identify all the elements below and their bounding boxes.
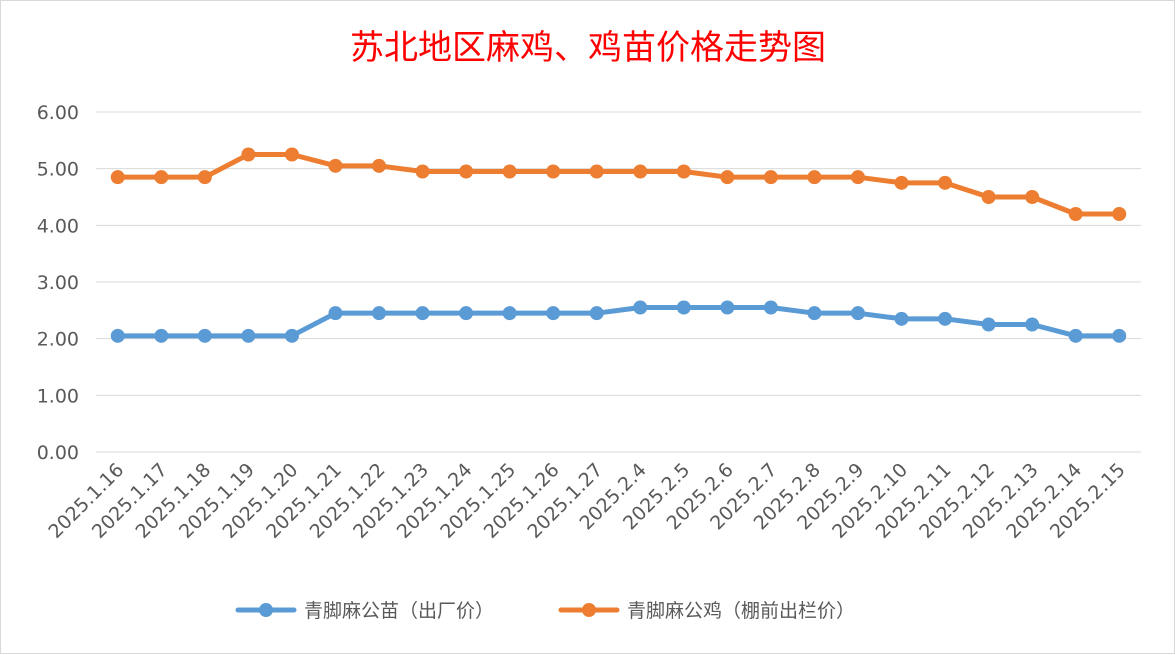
data-point	[850, 306, 865, 321]
data-point	[720, 300, 735, 315]
legend-item: 青脚麻公苗（出厂价）	[235, 600, 494, 622]
y-tick-label: 3.00	[37, 272, 79, 294]
x-axis-tick-labels: 2025.1.162025.1.172025.1.182025.1.192025…	[44, 459, 1129, 543]
data-point	[502, 164, 517, 179]
data-point	[807, 170, 822, 185]
data-point	[938, 175, 953, 190]
data-point	[372, 306, 387, 321]
legend-label: 青脚麻公鸡（棚前出栏价）	[627, 600, 855, 622]
data-point	[415, 164, 430, 179]
y-axis-tick-labels: 0.00 1.00 2.00 3.00 4.00 5.00 6.00	[37, 102, 79, 464]
data-point	[1025, 317, 1040, 332]
y-tick-label: 2.00	[37, 329, 79, 351]
series-group	[110, 147, 1127, 343]
y-tick-label: 6.00	[37, 102, 79, 124]
data-point	[1068, 328, 1083, 343]
data-point	[110, 328, 125, 343]
data-point	[372, 158, 387, 173]
y-tick-label: 0.00	[37, 442, 79, 464]
data-point	[894, 311, 909, 326]
data-point	[241, 328, 256, 343]
data-point	[720, 170, 735, 185]
data-point	[894, 175, 909, 190]
data-point	[850, 170, 865, 185]
data-point	[589, 164, 604, 179]
data-point	[154, 170, 169, 185]
y-tick-label: 4.00	[37, 215, 79, 237]
series-line	[115, 152, 1122, 217]
series-1	[110, 300, 1127, 343]
data-point	[546, 164, 561, 179]
data-point	[1068, 207, 1083, 221]
data-point	[1112, 207, 1127, 221]
legend-item: 青脚麻公鸡（棚前出栏价）	[558, 600, 855, 622]
data-point	[589, 306, 604, 321]
chart-title: 苏北地区麻鸡、鸡苗价格走势图	[350, 28, 826, 68]
data-point	[676, 164, 691, 179]
data-point	[763, 170, 778, 185]
legend: 青脚麻公苗（出厂价） 青脚麻公鸡（棚前出栏价）	[235, 600, 855, 622]
data-point	[1025, 190, 1040, 204]
data-point	[938, 311, 953, 326]
data-point	[110, 170, 125, 185]
legend-marker	[582, 603, 596, 617]
data-point	[284, 147, 299, 162]
data-point	[981, 317, 996, 332]
y-tick-label: 1.00	[37, 385, 79, 407]
data-point	[676, 300, 691, 315]
legend-marker	[259, 603, 273, 617]
data-point	[328, 158, 343, 173]
gridlines	[96, 111, 1141, 453]
y-tick-label: 5.00	[37, 159, 79, 181]
data-point	[459, 164, 474, 179]
data-point	[807, 306, 822, 321]
data-point	[241, 147, 256, 162]
data-point	[763, 300, 778, 315]
data-point	[502, 306, 517, 321]
data-point	[284, 328, 299, 343]
data-point	[633, 164, 648, 179]
data-point	[415, 306, 430, 321]
data-point	[154, 328, 169, 343]
series-2	[110, 147, 1127, 221]
data-point	[981, 190, 996, 204]
legend-label: 青脚麻公苗（出厂价）	[304, 600, 494, 622]
data-point	[1112, 328, 1127, 343]
data-point	[328, 306, 343, 321]
data-point	[633, 300, 648, 315]
data-point	[197, 328, 212, 343]
series-line	[115, 305, 1122, 339]
data-point	[459, 306, 474, 321]
data-point	[197, 170, 212, 185]
data-point	[546, 306, 561, 321]
